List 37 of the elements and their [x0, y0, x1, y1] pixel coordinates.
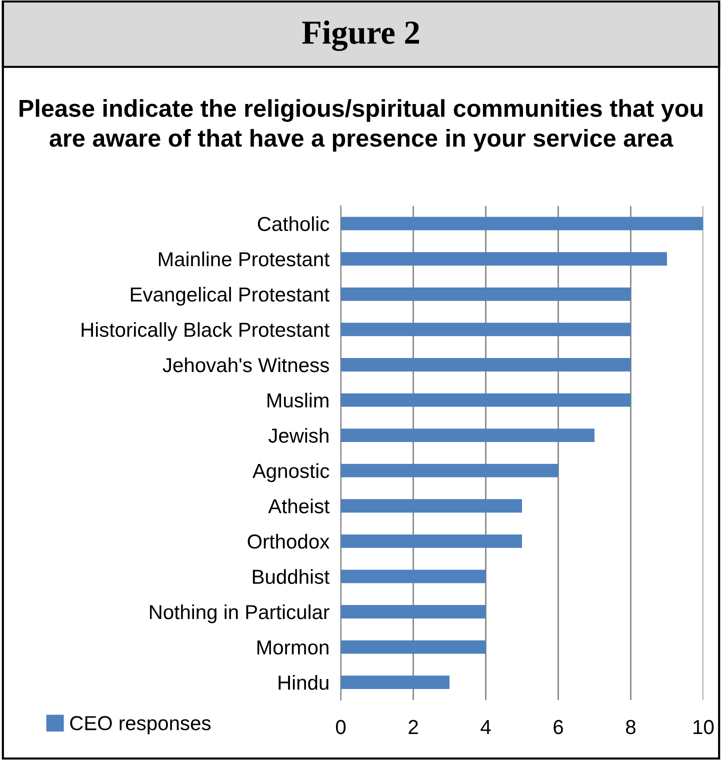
- x-tick-label: 6: [554, 720, 563, 734]
- bar: [340, 676, 450, 690]
- y-tick-label: Nothing in Particular: [150, 604, 330, 624]
- y-tick-label: Jehovah's Witness: [162, 357, 329, 372]
- bar: [340, 640, 486, 654]
- y-tick-label: Mainline Protestant: [158, 252, 330, 266]
- x-tick-label: 10: [694, 720, 714, 734]
- y-tick-label: Orthodox: [248, 534, 330, 549]
- bar: [340, 464, 558, 478]
- y-tick-label: Historically Black Protestant: [82, 322, 330, 341]
- bar: [340, 605, 486, 618]
- legend-label: CEO responses: [70, 716, 211, 734]
- y-tick-label: Mormon: [257, 640, 328, 655]
- chart-title: Figure 2: [302, 20, 419, 51]
- bar: [340, 428, 594, 442]
- y-tick-label: Buddhist: [252, 569, 330, 584]
- bar: [340, 534, 522, 548]
- bar: [340, 216, 704, 230]
- bar: [340, 499, 522, 513]
- y-tick-label: Atheist: [268, 498, 330, 514]
- x-tick-label: 4: [480, 720, 491, 734]
- bar: [340, 570, 486, 584]
- y-tick-label: Agnostic: [252, 463, 330, 482]
- y-tick-label: Hindu: [278, 675, 328, 690]
- y-tick-label: Jewish: [268, 428, 328, 443]
- chart-subtitle: Please indicate the religious/spiritual communities that you are aware of that have a presence in your service area: [20, 99, 702, 152]
- bar: [340, 358, 631, 372]
- y-tick-label: Muslim: [268, 392, 328, 408]
- x-tick-label: 2: [408, 720, 418, 734]
- x-tick-label: 0: [336, 720, 346, 734]
- bar: [340, 322, 631, 336]
- y-tick-label: Evangelical Protestant: [130, 286, 330, 306]
- bar: [340, 393, 631, 407]
- y-tick-label: Catholic: [258, 216, 330, 232]
- bar: [340, 252, 667, 266]
- bar: [340, 287, 631, 301]
- x-tick-label: 8: [626, 720, 636, 734]
